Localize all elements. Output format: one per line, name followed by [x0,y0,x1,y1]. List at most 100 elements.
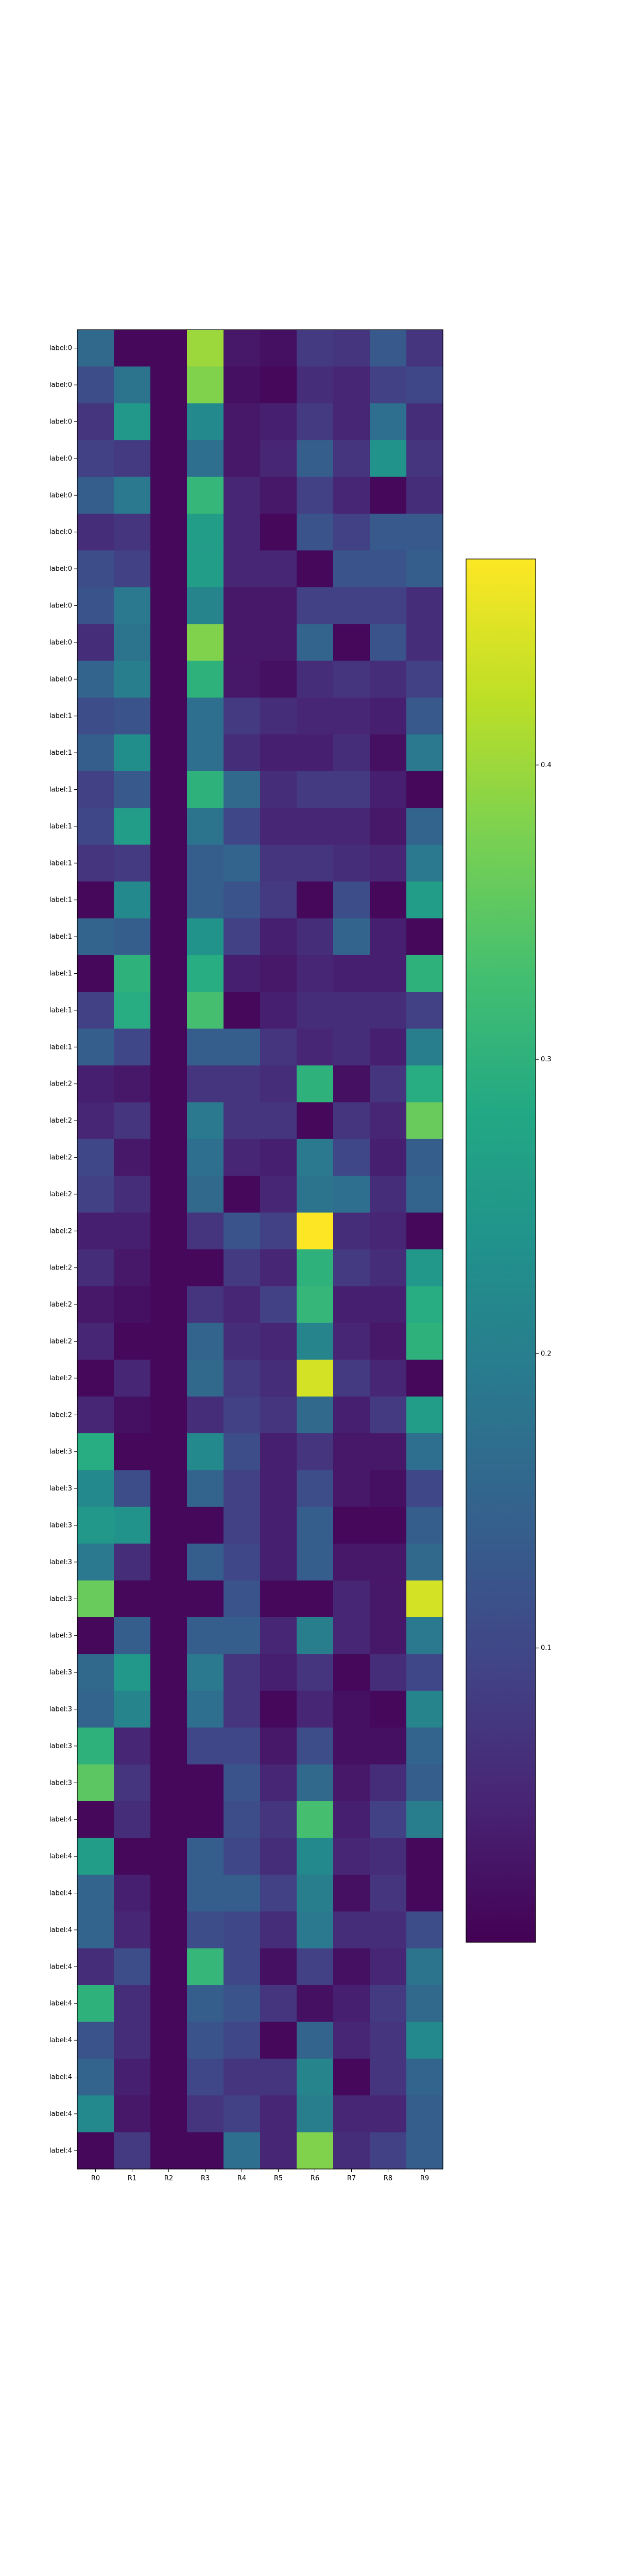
heatmap-cell [260,1911,297,1949]
heatmap-cell [114,514,151,551]
heatmap-cell [406,1028,443,1066]
heatmap-cell [297,1727,334,1765]
heatmap-cell [260,403,297,440]
heatmap-cell [333,1801,370,1838]
heatmap-cell [114,1801,151,1838]
heatmap-cell [370,698,407,735]
heatmap-cell [260,1617,297,1654]
heatmap-cell [150,1176,187,1213]
heatmap-cell [77,1801,114,1838]
heatmap-cell [224,1911,261,1949]
heatmap-cell [370,808,407,845]
heatmap-cell [114,918,151,956]
heatmap-cell [77,477,114,514]
heatmap-cell [187,403,224,440]
heatmap-cell [297,1911,334,1949]
heatmap-cell [370,624,407,662]
y-tick-label: label:4 [49,1853,72,1860]
heatmap-cell [260,1874,297,1912]
y-tick-label: label:4 [49,2000,72,2008]
y-tick-label: label:3 [49,1485,72,1493]
heatmap-cell [224,882,261,919]
heatmap-cell [114,1580,151,1618]
heatmap-cell [187,1102,224,1140]
heatmap-cell [77,2132,114,2170]
heatmap-cell [224,1948,261,1986]
heatmap-cell [370,1176,407,1213]
heatmap-cell [224,366,261,404]
heatmap-cell [297,1764,334,1802]
heatmap-cell [297,808,334,845]
heatmap-cell [187,477,224,514]
heatmap-cell [297,1249,334,1286]
heatmap-cell [77,1139,114,1176]
heatmap-cell [297,2058,334,2096]
heatmap-cell [297,660,334,698]
y-tick-label: label:3 [49,1706,72,1714]
heatmap-cell [114,660,151,698]
heatmap-cell [150,808,187,845]
x-tick-label: R4 [237,2175,246,2182]
y-tick-label: label:4 [49,1890,72,1897]
heatmap-cell [150,330,187,367]
heatmap-cell [260,882,297,919]
heatmap-cell [406,1433,443,1470]
y-tick-label: label:2 [49,1411,72,1419]
y-tick-label: label:0 [49,529,72,536]
heatmap-cell [187,882,224,919]
x-tick-label: R2 [164,2175,173,2182]
heatmap-cell [77,1249,114,1286]
heatmap-cell [260,1028,297,1066]
heatmap-cell [114,1212,151,1250]
heatmap-cell [150,1690,187,1728]
heatmap-cell [187,955,224,992]
heatmap-cell [114,1470,151,1507]
y-tick-label: label:4 [49,2037,72,2044]
heatmap-cell [77,1028,114,1066]
heatmap-cell [150,1102,187,1140]
heatmap-cell [187,1212,224,1250]
heatmap-cell [370,1249,407,1286]
heatmap-cell [77,366,114,404]
heatmap-cell [150,1948,187,1986]
colorbar-tick-label: 0.2 [541,1350,552,1358]
heatmap-cell [224,1801,261,1838]
heatmap-cell [260,1801,297,1838]
heatmap-cell [333,2132,370,2170]
heatmap-cell [150,1286,187,1324]
x-tick-label: R0 [91,2175,100,2182]
heatmap-cell [77,2022,114,2059]
heatmap-cell [370,918,407,956]
heatmap-cell [77,698,114,735]
heatmap-cell [406,808,443,845]
heatmap-cell [370,1617,407,1654]
heatmap-cell [77,1360,114,1397]
heatmap-cell [77,1433,114,1470]
heatmap-cell [370,1764,407,1802]
heatmap-cell [114,734,151,772]
heatmap-cell [150,587,187,624]
heatmap-cell [150,366,187,404]
heatmap-cell [114,955,151,992]
heatmap-cell [224,1212,261,1250]
y-tick-label: label:0 [49,418,72,426]
heatmap-cell [77,1323,114,1360]
y-tick-label: label:4 [49,2110,72,2118]
heatmap-cell [114,2132,151,2170]
y-tick-label: label:0 [49,602,72,610]
heatmap-cell [333,587,370,624]
heatmap-cell [406,587,443,624]
heatmap-cell [187,1139,224,1176]
heatmap-cell [260,477,297,514]
heatmap-cell [224,1396,261,1434]
heatmap-cell [406,550,443,588]
heatmap-cell [114,1690,151,1728]
heatmap-cell [150,1323,187,1360]
heatmap-cell [333,1249,370,1286]
heatmap-cell [150,2022,187,2059]
heatmap-cell [150,477,187,514]
heatmap-cell [150,1139,187,1176]
heatmap-cell [150,550,187,588]
heatmap-cell [260,1286,297,1324]
heatmap-cell [150,955,187,992]
